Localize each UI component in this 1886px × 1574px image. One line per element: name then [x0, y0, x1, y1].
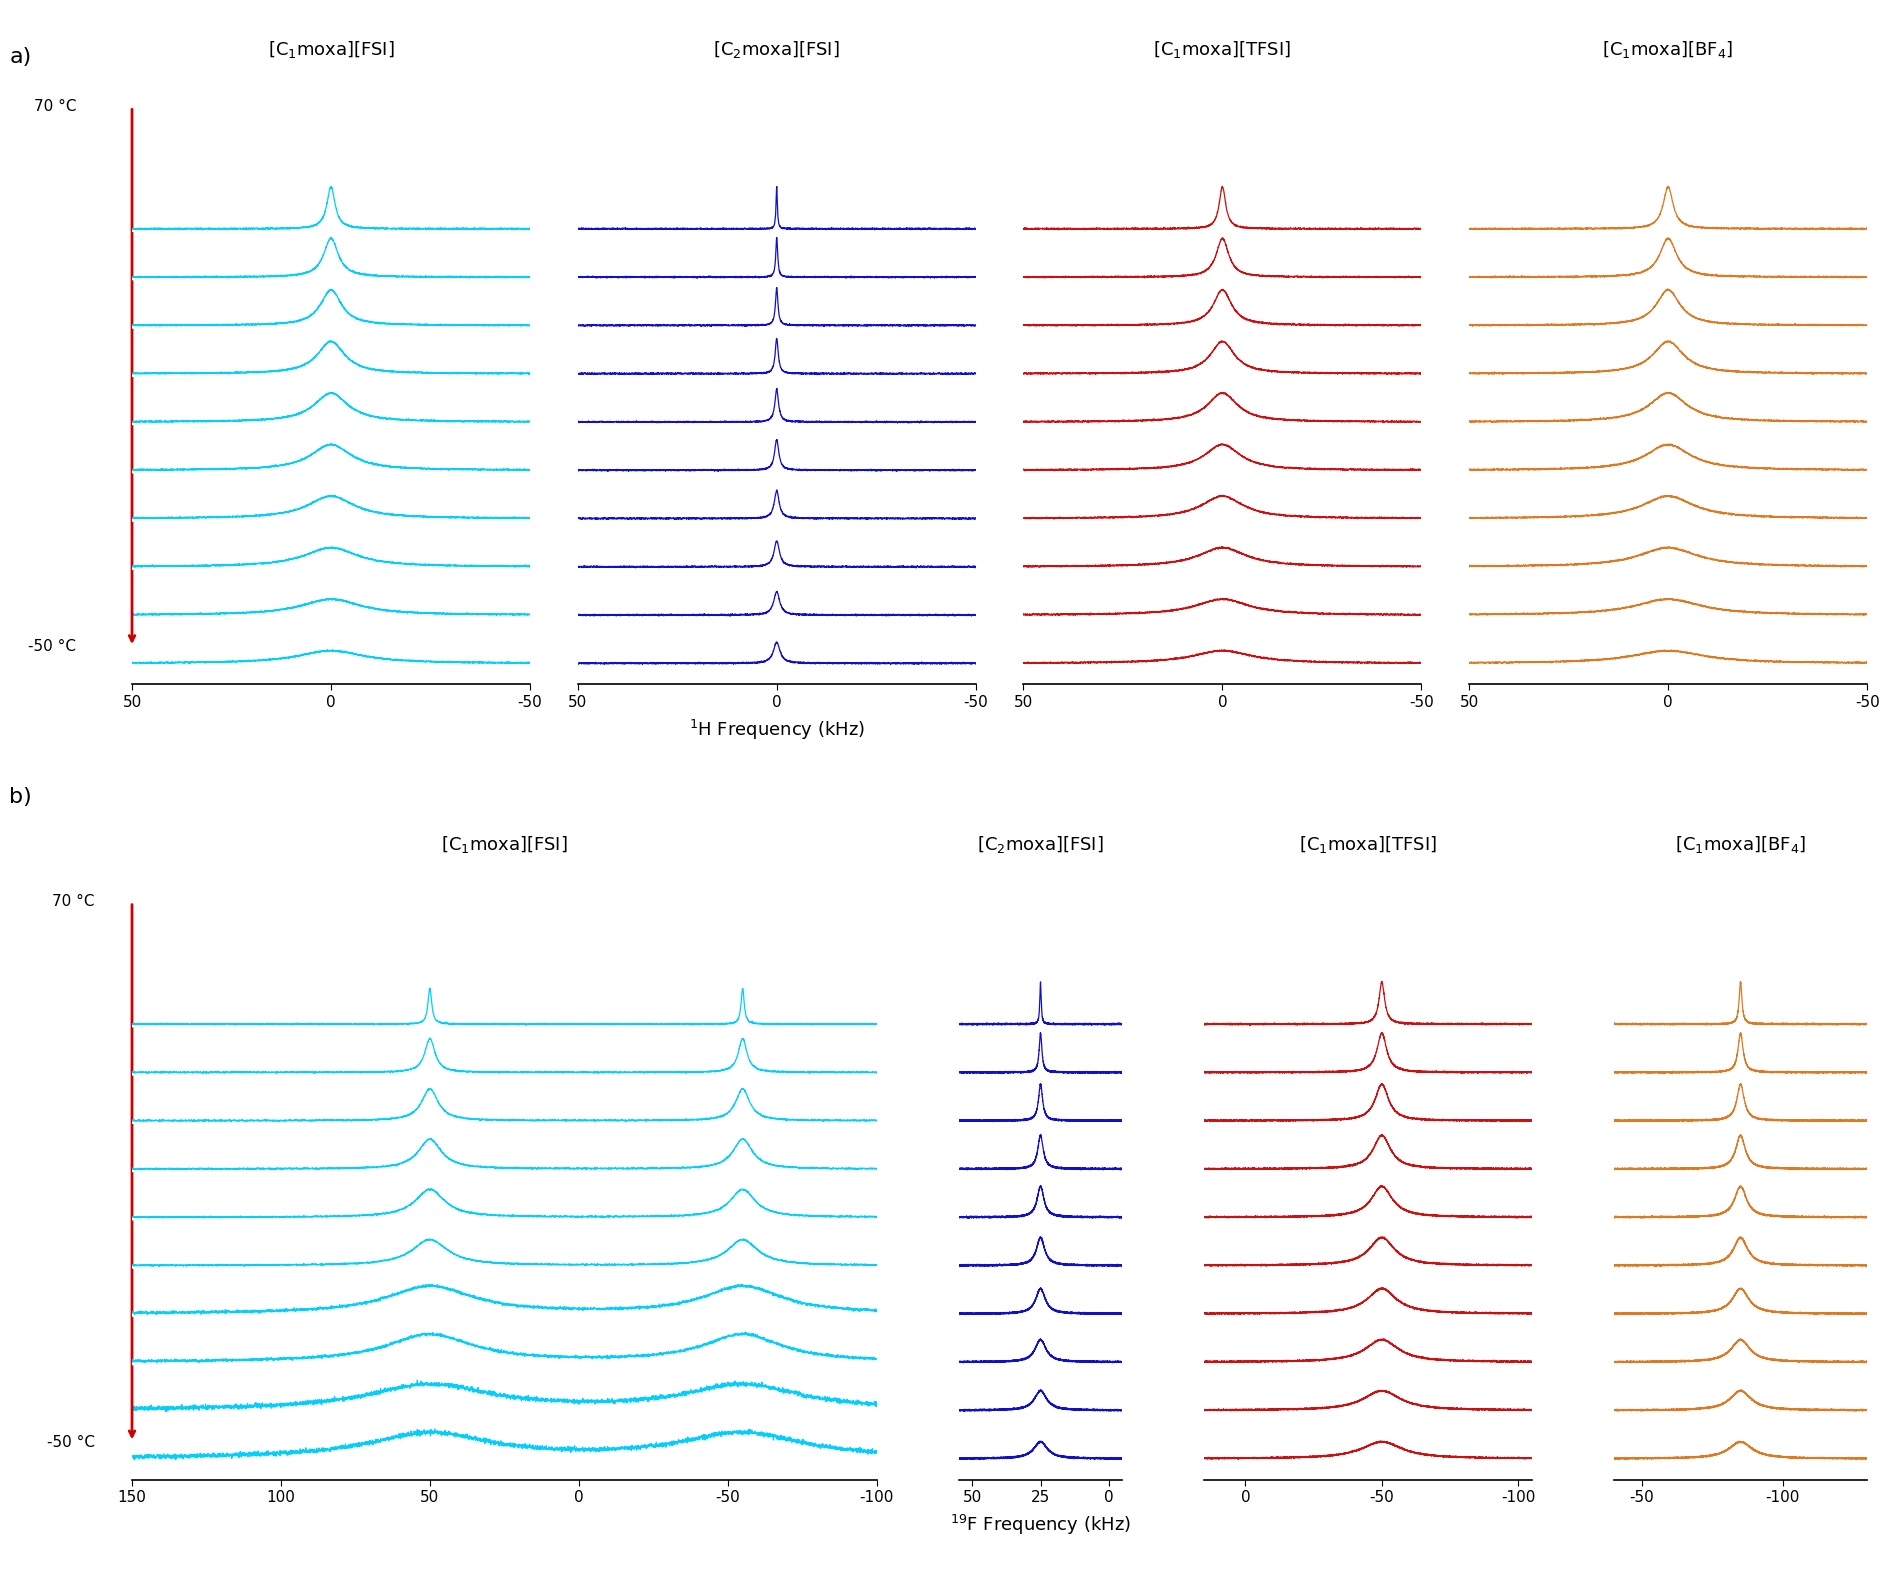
Text: b): b) [9, 787, 32, 807]
X-axis label: $^1$H Frequency (kHz): $^1$H Frequency (kHz) [688, 718, 866, 741]
Title: [C$_1$moxa][BF$_4$]: [C$_1$moxa][BF$_4$] [1603, 39, 1733, 60]
Text: -50 °C: -50 °C [28, 639, 75, 655]
X-axis label: $^{19}$F Frequency (kHz): $^{19}$F Frequency (kHz) [951, 1513, 1132, 1538]
Text: 70 °C: 70 °C [53, 894, 94, 910]
Title: [C$_2$moxa][FSI]: [C$_2$moxa][FSI] [977, 834, 1103, 855]
Title: [C$_2$moxa][FSI]: [C$_2$moxa][FSI] [713, 39, 839, 60]
Title: [C$_1$moxa][FSI]: [C$_1$moxa][FSI] [441, 834, 568, 855]
Text: 70 °C: 70 °C [34, 99, 75, 113]
Text: -50 °C: -50 °C [47, 1435, 94, 1450]
Text: a): a) [9, 47, 32, 68]
Title: [C$_1$moxa][TFSI]: [C$_1$moxa][TFSI] [1154, 39, 1292, 60]
Title: [C$_1$moxa][BF$_4$]: [C$_1$moxa][BF$_4$] [1675, 834, 1807, 855]
Title: [C$_1$moxa][TFSI]: [C$_1$moxa][TFSI] [1299, 834, 1437, 855]
Title: [C$_1$moxa][FSI]: [C$_1$moxa][FSI] [268, 39, 394, 60]
